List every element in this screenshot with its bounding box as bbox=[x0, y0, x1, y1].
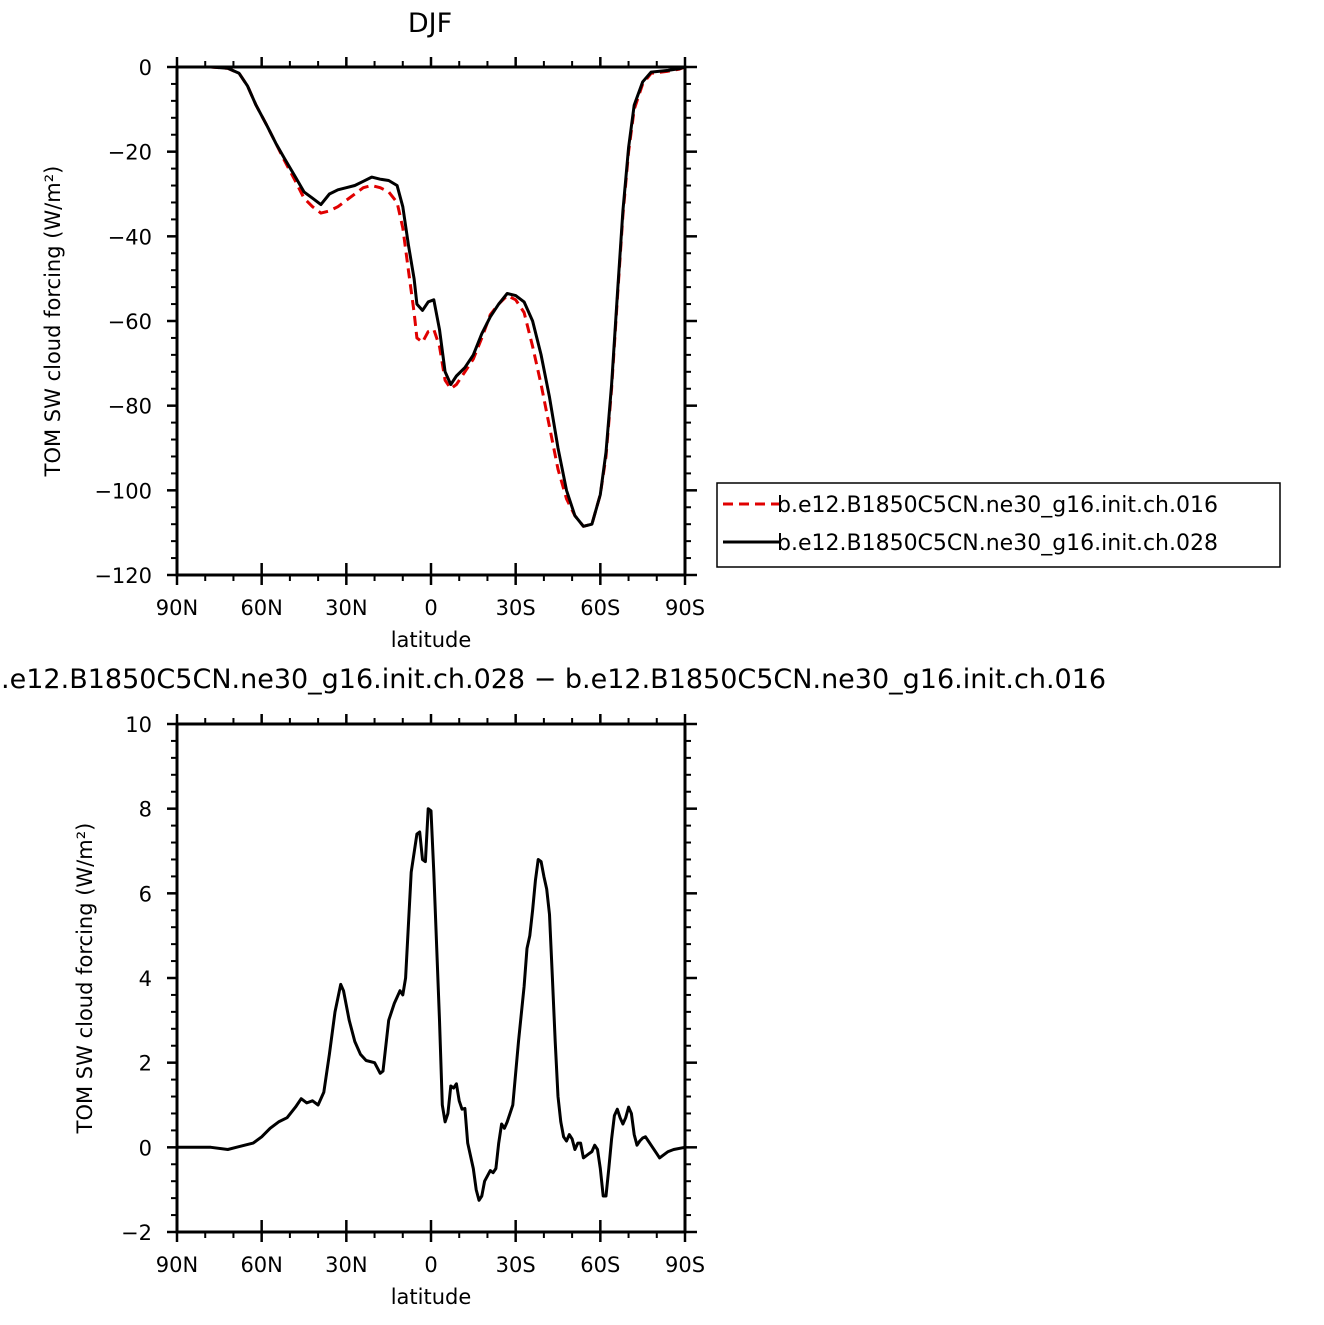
chart-legend: b.e12.B1850C5CN.ne30_g16.init.ch.016 b.e… bbox=[716, 482, 1281, 568]
x-tick-label: 60S bbox=[580, 1253, 620, 1277]
series-line-1 bbox=[177, 65, 686, 528]
x-tick-label: 30S bbox=[496, 596, 536, 620]
y-tick-label: 8 bbox=[139, 798, 152, 822]
x-tick-label: 30S bbox=[496, 1253, 536, 1277]
y-axis-label-bottom: TOM SW cloud forcing (W/m²) bbox=[73, 823, 97, 1135]
x-tick-label: 60S bbox=[580, 596, 620, 620]
chart-title-top: DJF bbox=[408, 8, 452, 39]
x-axis-label-top: latitude bbox=[391, 628, 472, 652]
x-tick-label: 90N bbox=[156, 596, 198, 620]
axis-ticks-bottom bbox=[167, 714, 697, 1242]
tick-labels-top: 90N 60N 30N 0 30S 60S 90S 0 −20 −40 −60 −80 −100 −120 bbox=[94, 56, 705, 620]
y-tick-label: 6 bbox=[139, 882, 152, 906]
y-tick-label: 0 bbox=[139, 56, 152, 80]
x-tick-label: 30N bbox=[325, 596, 367, 620]
y-tick-label: −60 bbox=[108, 310, 152, 334]
legend-label-028: b.e12.B1850C5CN.ne30_g16.init.ch.028 bbox=[777, 531, 1218, 556]
x-tick-label: 60N bbox=[240, 1253, 282, 1277]
chart-series-top bbox=[177, 65, 686, 528]
legend-label-016: b.e12.B1850C5CN.ne30_g16.init.ch.016 bbox=[777, 493, 1218, 518]
y-tick-label: −120 bbox=[94, 564, 152, 588]
y-tick-label: −80 bbox=[108, 395, 152, 419]
tick-labels-bottom: 90N 60N 30N 0 30S 60S 90S 10 8 6 4 2 0 −2 bbox=[121, 713, 705, 1277]
y-tick-label: 4 bbox=[139, 967, 152, 991]
series-line-0 bbox=[177, 65, 686, 528]
x-tick-label: 0 bbox=[424, 596, 437, 620]
x-tick-label: 30N bbox=[325, 1253, 367, 1277]
plot-frame-top bbox=[175, 65, 687, 577]
chart-panel-bottom: b.e12.B1850C5CN.ne30_g16.init.ch.028 − b… bbox=[0, 664, 1106, 1309]
legend-box bbox=[716, 482, 1281, 568]
plot-frame-bottom bbox=[175, 722, 687, 1234]
y-tick-label: −2 bbox=[121, 1221, 152, 1245]
y-tick-label: −20 bbox=[108, 141, 152, 165]
y-tick-label: −40 bbox=[108, 225, 152, 249]
y-tick-label: 10 bbox=[125, 713, 152, 737]
chart-title-bottom: b.e12.B1850C5CN.ne30_g16.init.ch.028 − b… bbox=[0, 664, 1106, 695]
y-tick-label: 2 bbox=[139, 1052, 152, 1076]
y-tick-label: −100 bbox=[94, 479, 152, 503]
axis-ticks-top bbox=[167, 57, 697, 585]
y-tick-label: 0 bbox=[139, 1136, 152, 1160]
x-axis-label-bottom: latitude bbox=[391, 1285, 472, 1309]
x-tick-label: 90N bbox=[156, 1253, 198, 1277]
x-tick-label: 60N bbox=[240, 596, 282, 620]
y-axis-label-top: TOM SW cloud forcing (W/m²) bbox=[41, 166, 65, 478]
x-tick-label: 0 bbox=[424, 1253, 437, 1277]
x-tick-label: 90S bbox=[665, 596, 705, 620]
chart-panel-top: DJF 90N 60N 30N 0 30S 60S 90S 0 −20 −40 −60 −80 −100… bbox=[41, 8, 705, 652]
series-line-0 bbox=[177, 807, 686, 1202]
chart-series-bottom bbox=[177, 807, 686, 1202]
x-tick-label: 90S bbox=[665, 1253, 705, 1277]
